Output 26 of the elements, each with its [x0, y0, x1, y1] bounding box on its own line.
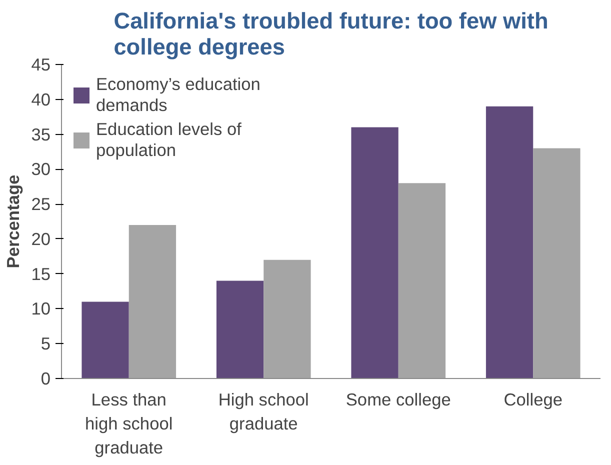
- legend-label: Economy’s education demands: [96, 74, 260, 116]
- y-tick-label: 15: [31, 264, 51, 284]
- y-axis-title: Percentage: [3, 174, 24, 268]
- bar: [398, 183, 446, 378]
- legend-label: Education levels of population: [96, 119, 242, 161]
- chart-title: California's troubled future: too few with college degrees: [114, 8, 548, 60]
- bar: [533, 148, 580, 378]
- y-tick-label: 10: [31, 298, 51, 319]
- x-tick-label: Some college: [346, 390, 451, 410]
- bar: [486, 106, 534, 378]
- x-tick-label: Less than high school graduate: [85, 390, 173, 458]
- bar: [82, 302, 129, 378]
- y-tick-label: 5: [40, 334, 51, 354]
- y-tick-label: 20: [31, 228, 51, 249]
- y-tick-label: 35: [31, 124, 51, 144]
- bar: [351, 127, 398, 378]
- y-tick-label: 40: [31, 89, 51, 110]
- x-tick-label: High school graduate: [218, 390, 309, 434]
- y-tick-label: 30: [31, 159, 51, 180]
- y-tick-label: 0: [40, 368, 51, 388]
- y-tick-label: 25: [31, 194, 51, 214]
- y-tick-label: 45: [31, 54, 51, 74]
- x-tick-label: College: [504, 390, 563, 410]
- bar: [264, 260, 311, 378]
- bar: [128, 224, 176, 378]
- bar: [216, 280, 264, 378]
